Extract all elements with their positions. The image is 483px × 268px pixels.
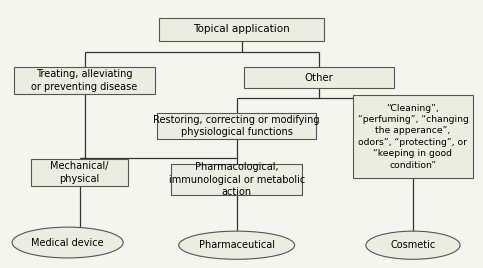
FancyBboxPatch shape <box>159 18 324 41</box>
Ellipse shape <box>179 231 295 259</box>
Text: Other: Other <box>304 73 333 83</box>
Text: “Cleaning”,
“perfuming”, “changing
the apperance”,
odors”, “protecting”, or
“kee: “Cleaning”, “perfuming”, “changing the a… <box>357 103 469 170</box>
Text: Topical application: Topical application <box>193 24 290 35</box>
Text: Cosmetic: Cosmetic <box>390 240 436 250</box>
Text: Treating, alleviating
or preventing disease: Treating, alleviating or preventing dise… <box>31 69 138 92</box>
Text: Mechanical/
physical: Mechanical/ physical <box>50 161 109 184</box>
Text: Pharmaceutical: Pharmaceutical <box>199 240 275 250</box>
FancyBboxPatch shape <box>353 95 473 178</box>
FancyBboxPatch shape <box>14 67 155 94</box>
FancyBboxPatch shape <box>171 164 302 195</box>
Text: Medical device: Medical device <box>31 237 104 248</box>
Ellipse shape <box>12 227 123 258</box>
Ellipse shape <box>366 231 460 259</box>
Text: Pharmacological,
immunological or metabolic
action: Pharmacological, immunological or metabo… <box>169 162 305 197</box>
FancyBboxPatch shape <box>157 113 316 139</box>
Text: Restoring, correcting or modifying
physiological functions: Restoring, correcting or modifying physi… <box>154 114 320 137</box>
FancyBboxPatch shape <box>244 67 394 88</box>
FancyBboxPatch shape <box>31 159 128 186</box>
